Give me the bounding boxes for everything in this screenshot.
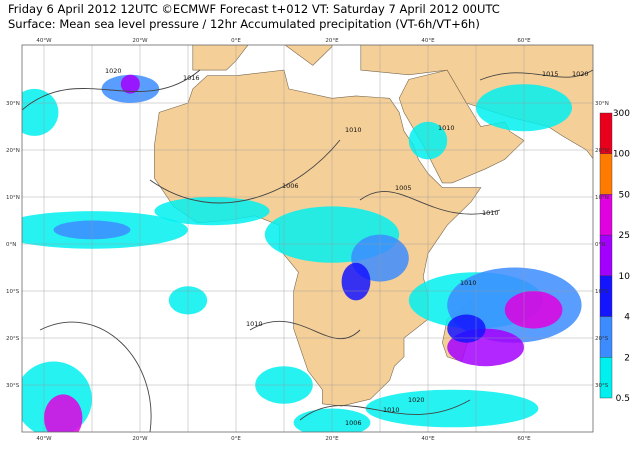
precipitation-area bbox=[341, 262, 371, 301]
isobar-label: 1010 bbox=[482, 209, 499, 217]
map-area bbox=[22, 45, 593, 432]
longitude-label: 0°E bbox=[231, 38, 241, 44]
longitude-label: 60°E bbox=[517, 38, 531, 44]
title-line-1: Friday 6 April 2012 12UTC ©ECMWF Forecas… bbox=[8, 2, 500, 16]
isobar-label: 1020 bbox=[105, 67, 122, 75]
latitude-label: 10°N bbox=[6, 195, 20, 201]
isobar-label: 1016 bbox=[183, 74, 200, 82]
isobar-label: 1020 bbox=[572, 70, 589, 78]
longitude-label: 20°W bbox=[132, 436, 148, 442]
isobar bbox=[149, 139, 341, 204]
colorbar-segment bbox=[599, 275, 613, 317]
latitude-label: 20°N bbox=[595, 148, 609, 154]
isobar-label: 1020 bbox=[408, 396, 425, 404]
latitude-label: 10°N bbox=[595, 195, 609, 201]
latitude-label: 10°S bbox=[595, 289, 609, 295]
colorbar-segment bbox=[599, 357, 613, 399]
precipitation-area bbox=[154, 197, 270, 226]
latitude-label: 30°N bbox=[6, 101, 20, 107]
longitude-label: 0°E bbox=[231, 436, 241, 442]
isobar-label: 1010 bbox=[383, 406, 400, 414]
isobar-label: 1006 bbox=[282, 182, 299, 190]
isobar-label: 1015 bbox=[542, 70, 559, 78]
precipitation-area bbox=[504, 291, 563, 329]
isobar-label: 1010 bbox=[345, 126, 362, 134]
isobar-label: 1006 bbox=[345, 419, 362, 427]
longitude-label: 40°W bbox=[36, 38, 52, 44]
colorbar-label: 0.5 bbox=[616, 394, 630, 404]
longitude-label: 40°E bbox=[421, 38, 435, 44]
colorbar-label: 50 bbox=[619, 190, 631, 200]
colorbar-segment bbox=[599, 153, 613, 195]
latitude-label: 0°N bbox=[6, 242, 16, 248]
isobar-label: 1010 bbox=[438, 124, 455, 132]
isobar bbox=[359, 190, 501, 215]
longitude-label: 40°W bbox=[36, 436, 52, 442]
isobar-label: 1005 bbox=[395, 184, 412, 192]
title-line-2: Surface: Mean sea level pressure / 12hr … bbox=[8, 17, 480, 31]
isobar bbox=[299, 399, 471, 421]
isobar-label: 1010 bbox=[460, 279, 477, 287]
land bbox=[284, 45, 333, 66]
longitude-label: 20°W bbox=[132, 38, 148, 44]
colorbar-label: 25 bbox=[619, 231, 630, 241]
precipitation-area bbox=[44, 394, 83, 432]
latitude-label: 20°S bbox=[6, 336, 20, 342]
latitude-label: 10°S bbox=[6, 289, 20, 295]
longitude-label: 20°E bbox=[325, 38, 339, 44]
colorbar-label: 10 bbox=[619, 272, 631, 282]
longitude-label: 40°E bbox=[421, 436, 435, 442]
latitude-label: 20°S bbox=[595, 336, 609, 342]
colorbar-label: 4 bbox=[624, 313, 630, 323]
isobar bbox=[249, 320, 361, 340]
latitude-label: 30°S bbox=[6, 383, 20, 389]
precipitation-area bbox=[22, 88, 59, 136]
colorbar-label: 2 bbox=[624, 353, 630, 363]
precipitation-area bbox=[447, 314, 486, 343]
isobar bbox=[39, 321, 152, 432]
isobar-label: 1010 bbox=[246, 320, 263, 328]
colorbar-label: 100 bbox=[613, 150, 630, 160]
map-frame bbox=[21, 44, 594, 433]
longitude-label: 60°E bbox=[517, 436, 531, 442]
precipitation-area bbox=[120, 74, 140, 94]
isobar bbox=[479, 69, 593, 81]
longitude-label: 20°E bbox=[325, 436, 339, 442]
isobar bbox=[22, 69, 201, 111]
latitude-label: 20°N bbox=[6, 148, 20, 154]
latitude-label: 30°N bbox=[595, 101, 609, 107]
latitude-label: 30°S bbox=[595, 383, 609, 389]
latitude-label: 0°N bbox=[595, 242, 605, 248]
colorbar-label: 300 bbox=[613, 109, 630, 119]
colorbar: 300 100 50 25 10 4 2 0.5 bbox=[599, 109, 631, 404]
